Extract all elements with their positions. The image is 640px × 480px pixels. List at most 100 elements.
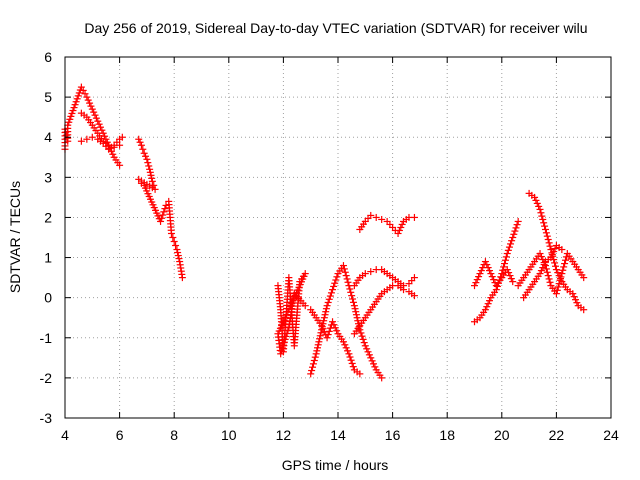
x-tick-label: 22 xyxy=(549,427,565,443)
data-point xyxy=(167,229,175,237)
data-point-fill xyxy=(477,267,485,275)
data-point-fill xyxy=(310,357,318,365)
data-point-fill xyxy=(554,269,562,277)
data-point-fill xyxy=(352,311,360,319)
data-point-fill xyxy=(98,126,106,134)
data-point-fill xyxy=(510,230,518,238)
data-point xyxy=(509,278,517,286)
data-point xyxy=(110,143,118,151)
data-point xyxy=(116,141,124,149)
data-point-fill xyxy=(548,251,556,259)
data-point-fill xyxy=(475,273,483,281)
data-point xyxy=(178,274,186,282)
data-point-fill xyxy=(332,276,340,284)
data-point-fill xyxy=(148,174,156,182)
data-point-fill xyxy=(86,99,94,107)
x-axis-label: GPS time / hours xyxy=(282,457,389,473)
data-point xyxy=(476,270,484,278)
data-point xyxy=(558,270,566,278)
data-point-fill xyxy=(330,282,338,290)
data-point-fill xyxy=(472,279,480,287)
data-point-fill xyxy=(325,295,333,303)
data-point-fill xyxy=(308,367,316,375)
data-point-fill xyxy=(537,209,545,217)
data-point xyxy=(88,133,96,141)
data-point xyxy=(94,117,102,125)
data-point xyxy=(400,286,408,294)
data-point-fill xyxy=(172,242,180,250)
data-point-fill xyxy=(359,335,367,343)
data-point-fill xyxy=(142,152,150,160)
data-point-fill xyxy=(333,273,341,281)
data-point xyxy=(170,238,178,246)
data-point-fill xyxy=(317,329,325,337)
data-point-fill xyxy=(363,345,371,353)
data-point xyxy=(361,342,369,350)
data-point-fill xyxy=(539,264,547,272)
data-point-fill xyxy=(546,278,554,286)
data-point-fill xyxy=(486,297,494,305)
y-tick-label: 2 xyxy=(44,209,52,225)
data-point-fill xyxy=(313,347,321,355)
data-point xyxy=(552,266,560,274)
data-point-fill xyxy=(349,363,357,371)
data-point-fill xyxy=(84,96,92,104)
data-point-fill xyxy=(488,273,496,281)
data-point-fill xyxy=(551,245,559,253)
data-point-fill xyxy=(543,268,551,276)
data-point xyxy=(503,250,511,258)
data-point-fill xyxy=(360,339,368,347)
data-point-fill xyxy=(546,242,554,250)
data-point xyxy=(345,350,353,358)
y-tick-label: -2 xyxy=(40,370,53,386)
data-point xyxy=(580,306,588,314)
data-point-fill xyxy=(513,221,521,229)
data-point-fill xyxy=(136,138,144,146)
data-point-fill xyxy=(398,220,406,228)
x-tick-label: 16 xyxy=(385,427,401,443)
data-point-fill xyxy=(109,150,117,158)
data-point-fill xyxy=(501,260,509,268)
data-point-fill xyxy=(311,353,319,361)
data-point-fill xyxy=(484,300,492,308)
data-point xyxy=(77,137,85,145)
data-point-fill xyxy=(316,332,324,340)
data-point-fill xyxy=(507,275,515,283)
data-point-fill xyxy=(493,282,501,290)
data-point-fill xyxy=(553,286,561,294)
data-point xyxy=(367,211,375,219)
data-point-fill xyxy=(541,222,549,230)
data-point-fill xyxy=(320,314,328,322)
data-point xyxy=(552,290,560,298)
data-point-fill xyxy=(484,264,492,272)
data-point-fill xyxy=(342,344,350,352)
data-point xyxy=(372,213,380,221)
y-tick-label: 1 xyxy=(44,250,52,266)
data-point xyxy=(329,318,337,326)
data-point xyxy=(367,268,375,276)
data-point-fill xyxy=(314,344,322,352)
x-tick-label: 4 xyxy=(61,427,69,443)
data-point-fill xyxy=(371,363,379,371)
data-point-fill xyxy=(353,314,361,322)
data-point-fill xyxy=(352,308,360,316)
x-tick-label: 10 xyxy=(221,427,237,443)
data-point xyxy=(350,302,358,310)
y-tick-label: 6 xyxy=(44,49,52,65)
data-point-fill xyxy=(348,292,356,300)
data-point xyxy=(471,282,478,290)
data-point-fill xyxy=(91,111,99,119)
data-point-fill xyxy=(319,325,327,333)
chart-title: Day 256 of 2019, Sidereal Day-to-day VTE… xyxy=(84,20,587,36)
data-point-fill xyxy=(364,348,372,356)
data-point-fill xyxy=(159,211,167,219)
data-point xyxy=(137,141,145,149)
data-point xyxy=(148,177,156,185)
y-tick-label: 0 xyxy=(44,290,52,306)
data-point-fill xyxy=(537,267,545,275)
grid-lines xyxy=(65,57,611,418)
data-point-fill xyxy=(331,324,339,332)
data-point-fill xyxy=(316,335,324,343)
data-point-fill xyxy=(174,252,182,260)
x-tick-label: 20 xyxy=(494,427,510,443)
